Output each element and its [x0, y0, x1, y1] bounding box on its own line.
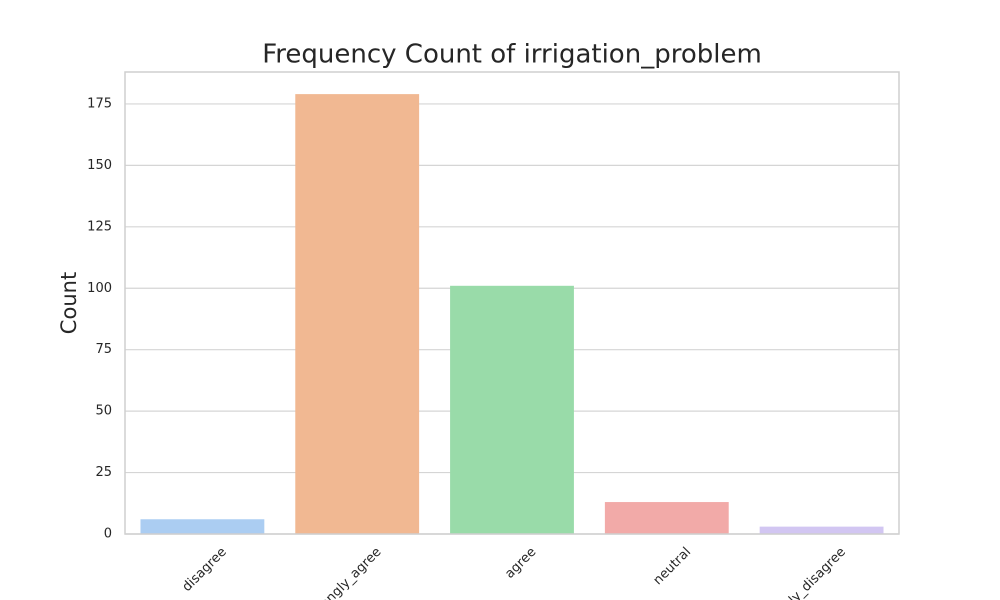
- x-tick-label: agree: [502, 545, 539, 582]
- chart-title: Frequency Count of irrigation_problem: [262, 40, 762, 70]
- y-tick-label: 50: [95, 404, 112, 419]
- y-tick-label: 25: [95, 465, 112, 480]
- y-tick-label: 175: [87, 96, 112, 111]
- bar: [295, 94, 420, 535]
- y-tick-label: 150: [87, 158, 112, 173]
- y-tick-label: 75: [95, 342, 112, 357]
- x-tick-label: strongly_disagree: [757, 545, 849, 600]
- y-tick-label: 0: [104, 527, 112, 542]
- y-tick-label: 100: [87, 281, 112, 296]
- y-axis-label: Count: [57, 272, 81, 334]
- x-tick-label: disagree: [180, 545, 230, 595]
- plot-frame: [124, 71, 900, 535]
- x-tick-label: strongly_agree: [306, 545, 385, 600]
- bar: [604, 502, 729, 534]
- bar: [759, 526, 884, 534]
- y-tick-label: 125: [87, 219, 112, 234]
- x-tick-label: neutral: [651, 545, 694, 588]
- bar: [450, 285, 574, 534]
- bar: [140, 519, 265, 534]
